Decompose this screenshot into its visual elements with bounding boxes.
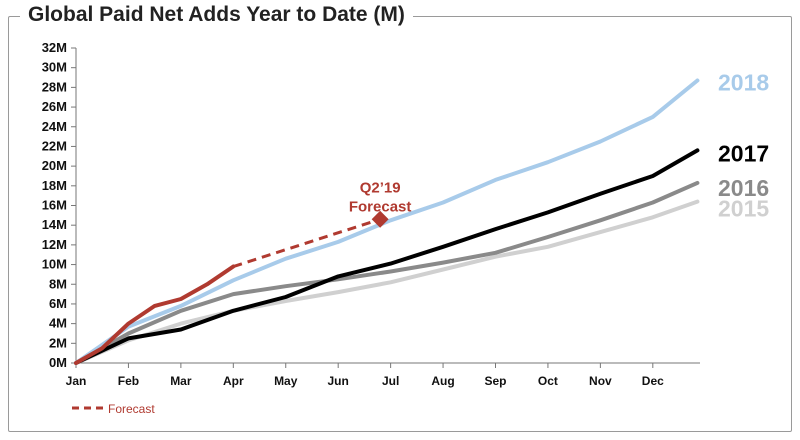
legend: Forecast <box>72 402 155 416</box>
series-line-2016 <box>74 180 700 365</box>
x-tick-label: Dec <box>642 374 664 388</box>
y-tick-label: 2M <box>49 335 67 350</box>
x-tick-label: May <box>274 374 298 388</box>
forecast-annotation-line2: Forecast <box>349 198 412 215</box>
series-label-2015: 2015 <box>718 196 769 222</box>
series-lines <box>74 78 700 365</box>
y-tick-label: 0M <box>49 355 67 370</box>
x-tick-label: Sep <box>484 374 506 388</box>
legend-forecast-label: Forecast <box>108 402 155 416</box>
x-tick-label: Jun <box>328 374 349 388</box>
y-tick-label: 30M <box>42 60 67 75</box>
x-tick-label: Mar <box>170 374 192 388</box>
y-tick-label: 28M <box>42 79 67 94</box>
y-tick-label: 16M <box>42 198 67 213</box>
series-line-2015 <box>74 199 700 365</box>
y-ticks: 0M 2M 4M 6M 8M 10M 12M 14M 16M 18M 20M 22M 24M 26M 28M… <box>42 40 76 370</box>
x-ticks: Jan Feb Mar Apr May Jun Jul Aug Sep Oct Nov Dec <box>66 363 664 388</box>
series-line-2019 <box>74 264 236 365</box>
y-tick-label: 4M <box>49 316 67 331</box>
x-tick-label: Jul <box>382 374 399 388</box>
y-tick-label: 32M <box>42 40 67 55</box>
y-tick-label: 14M <box>42 217 67 232</box>
series-line-2018 <box>74 78 700 365</box>
series-label-2018: 2018 <box>718 69 769 95</box>
y-tick-label: 24M <box>42 119 67 134</box>
series-line-2017 <box>74 148 700 365</box>
forecast-line <box>232 217 381 268</box>
x-tick-label: Jan <box>66 374 87 388</box>
y-tick-label: 18M <box>42 178 67 193</box>
chart-title: Global Paid Net Adds Year to Date (M) <box>20 3 413 27</box>
y-tick-label: 8M <box>49 276 67 291</box>
y-tick-label: 6M <box>49 296 67 311</box>
x-tick-label: Apr <box>223 374 244 388</box>
y-tick-label: 26M <box>42 99 67 114</box>
forecast-annotation-line1: Q2’19 <box>360 179 401 196</box>
y-tick-label: 20M <box>42 158 67 173</box>
series-label-2016: 2016 <box>718 175 769 201</box>
x-tick-label: Aug <box>431 374 454 388</box>
x-tick-label: Oct <box>538 374 558 388</box>
y-tick-label: 10M <box>42 257 67 272</box>
y-tick-label: 12M <box>42 237 67 252</box>
x-tick-label: Feb <box>118 374 139 388</box>
forecast-marker <box>371 210 389 228</box>
y-tick-label: 22M <box>42 138 67 153</box>
forecast-annotation: Q2’19 Forecast <box>349 179 412 215</box>
series-label-2017: 2017 <box>718 140 769 166</box>
x-tick-label: Nov <box>589 374 612 388</box>
